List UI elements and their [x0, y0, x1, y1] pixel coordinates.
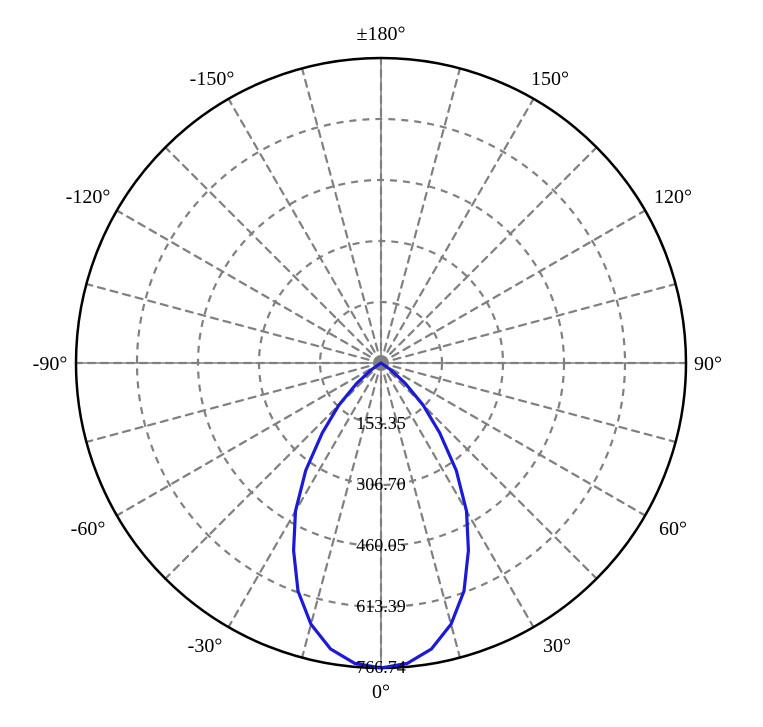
radial-label: 460.05 [356, 535, 406, 555]
angle-label: -90° [33, 353, 68, 375]
angle-label: 90° [694, 353, 722, 375]
angle-label: 30° [543, 635, 571, 657]
angle-label: -60° [71, 518, 106, 540]
angle-label: -120° [66, 186, 111, 208]
polar-svg: 153.35 306.70 460.05 613.39 766.74 ±180° -150°… [0, 0, 763, 727]
angle-label: 120° [654, 186, 692, 208]
angle-label: -150° [190, 68, 235, 90]
polar-chart: 153.35 306.70 460.05 613.39 766.74 ±180° -150°… [0, 0, 763, 727]
angle-label: -30° [188, 635, 223, 657]
angle-label: ±180° [357, 23, 406, 45]
radial-label: 766.74 [356, 657, 406, 677]
angle-label: 0° [372, 681, 390, 703]
radial-label: 613.39 [356, 596, 406, 616]
radial-label: 153.35 [356, 413, 406, 433]
radial-label: 306.70 [356, 474, 406, 494]
angle-label: 150° [531, 68, 569, 90]
angle-label: 60° [659, 518, 687, 540]
